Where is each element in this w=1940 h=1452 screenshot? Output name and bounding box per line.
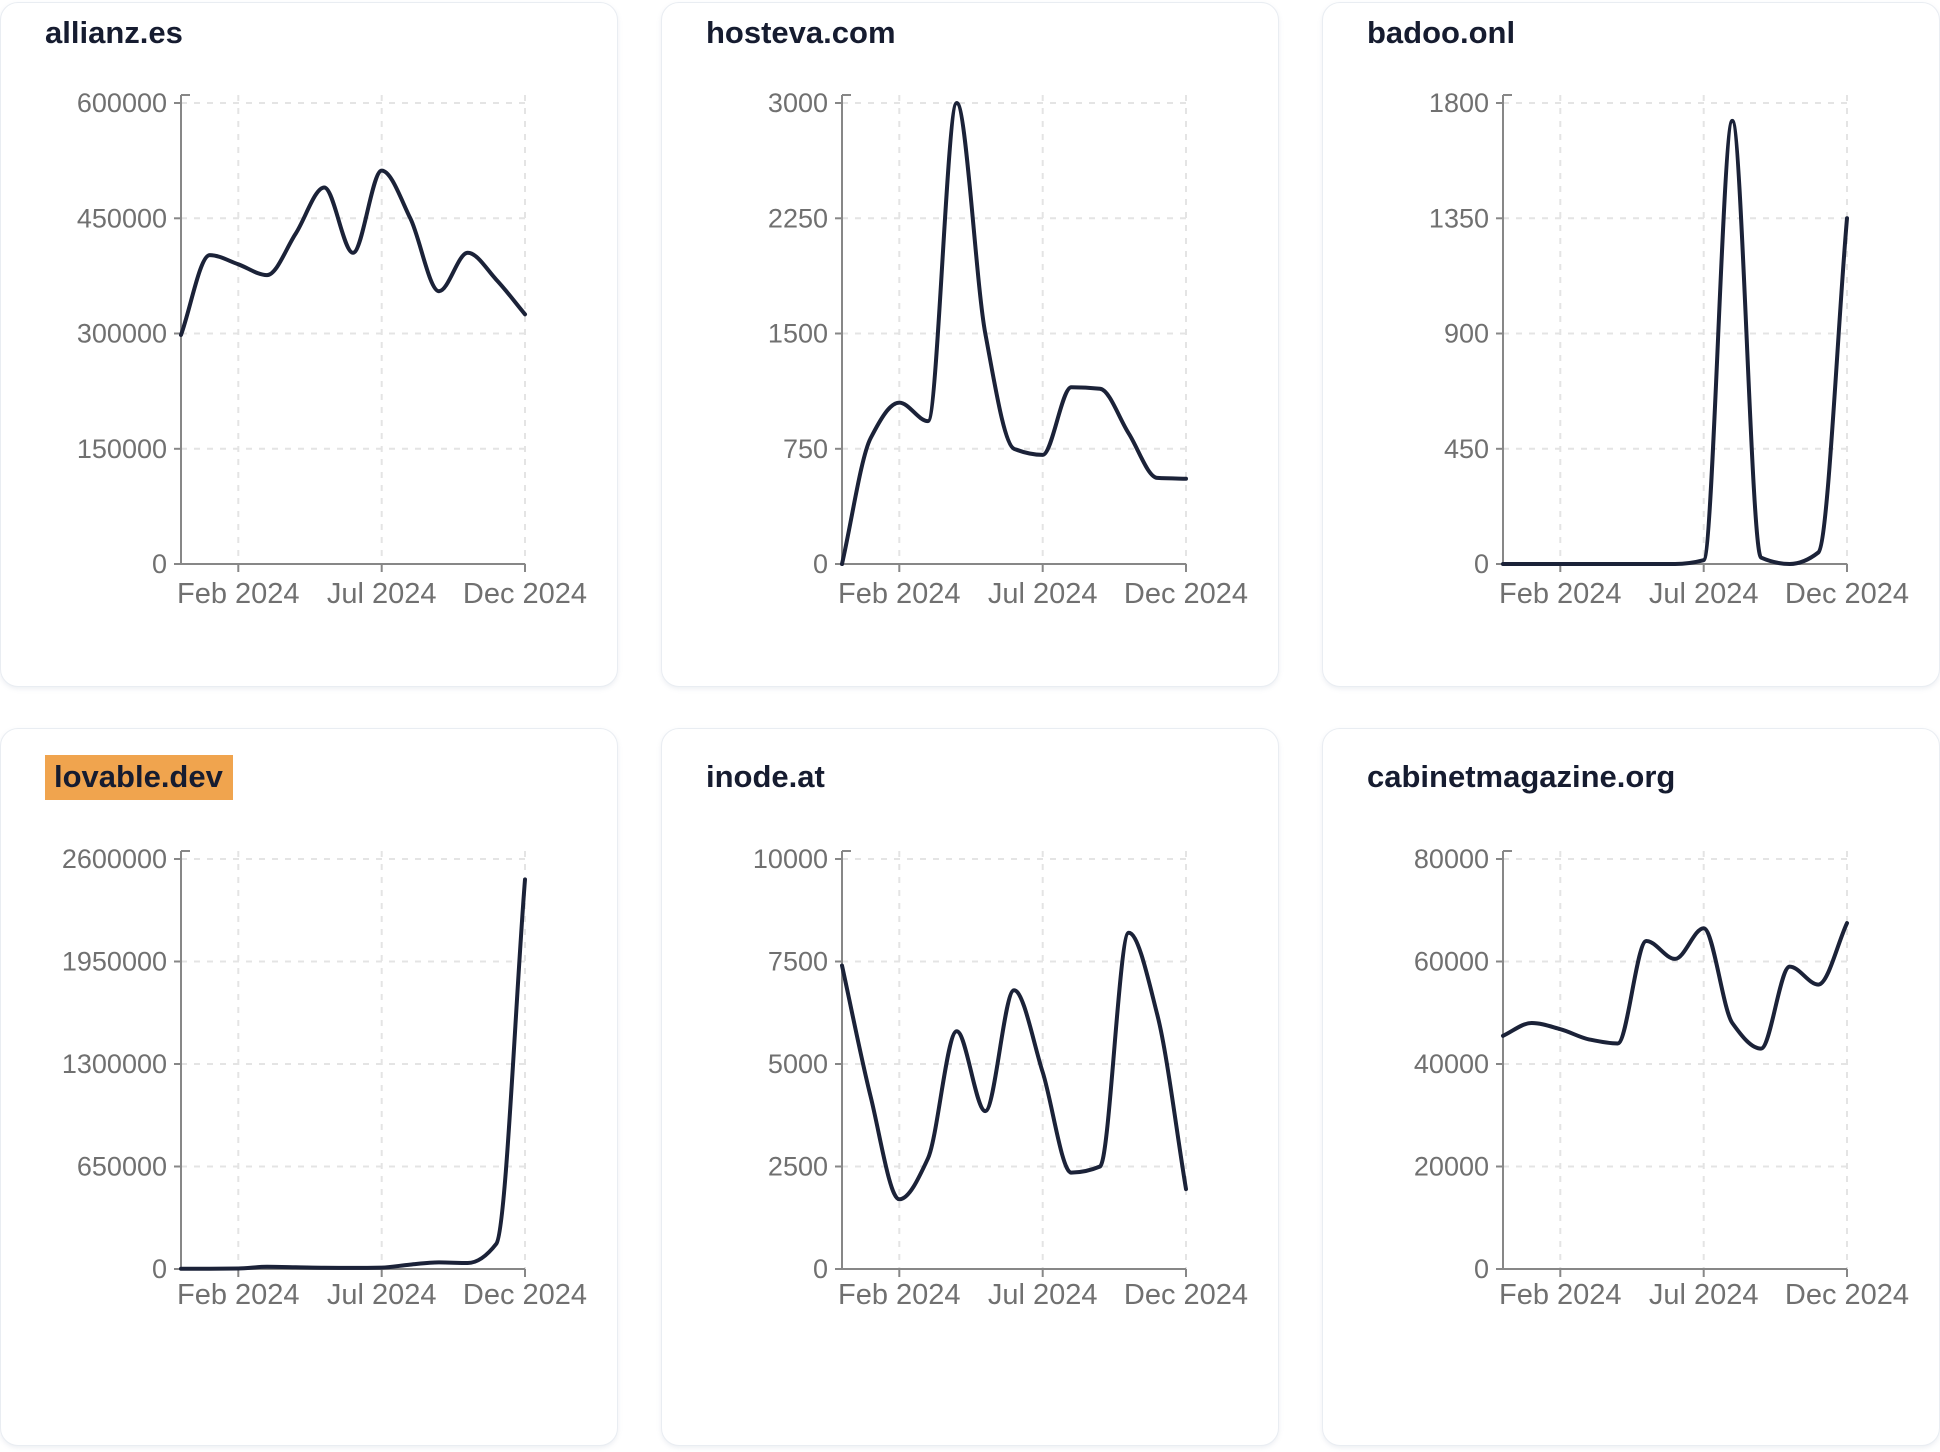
x-tick-label: Dec 2024 xyxy=(463,578,587,610)
y-tick-label: 0 xyxy=(152,1254,167,1284)
chart-card: inode.at 0 2500 5000 7500 10000 Feb 2024 Jul 2… xyxy=(661,728,1279,1446)
y-tick-label: 450 xyxy=(1444,434,1489,464)
chart-title: allianz.es xyxy=(45,15,183,50)
x-tick-label: Feb 2024 xyxy=(177,578,300,610)
y-tick-label: 3000 xyxy=(768,88,828,118)
line-chart: 0 2500 5000 7500 10000 Feb 2024 Jul 2024 Dec 20… xyxy=(753,844,1248,1311)
y-tick-label: 1950000 xyxy=(62,947,167,977)
y-tick-label: 10000 xyxy=(753,844,828,874)
x-tick-label: Dec 2024 xyxy=(1124,578,1248,610)
chart-title: cabinetmagazine.org xyxy=(1367,759,1676,794)
y-tick-label: 2600000 xyxy=(62,844,167,874)
axes xyxy=(1496,850,1848,1277)
x-tick-label: Jul 2024 xyxy=(1649,578,1759,610)
data-line xyxy=(840,101,1188,566)
data-line xyxy=(179,877,527,1271)
chart-card: hosteva.com 0 750 1500 2250 3000 Feb 2024 Jul … xyxy=(661,2,1279,687)
x-tick-label: Jul 2024 xyxy=(327,1279,437,1311)
y-tick-label: 450000 xyxy=(77,203,167,233)
axes xyxy=(835,850,1187,1277)
chart-card-header: lovable.dev xyxy=(1,729,617,803)
grid xyxy=(181,95,526,564)
data-line xyxy=(1501,921,1849,1051)
y-tick-label: 20000 xyxy=(1414,1152,1489,1182)
y-tick-label: 750 xyxy=(783,434,828,464)
y-tick-label: 7500 xyxy=(768,947,828,977)
chart-card-header: badoo.onl xyxy=(1323,3,1939,53)
chart-card: cabinetmagazine.org 0 20000 40000 60000 8000… xyxy=(1322,728,1940,1446)
y-tick-label: 2250 xyxy=(768,203,828,233)
x-tick-label: Dec 2024 xyxy=(1785,1279,1909,1311)
y-tick-label: 0 xyxy=(813,549,828,579)
line-chart: 0 650000 1300000 1950000 2600000 Feb 2024 Jul … xyxy=(62,844,587,1311)
y-tick-label: 2500 xyxy=(768,1152,828,1182)
chart-card: allianz.es 0 150000 300000 450000 600000 Feb … xyxy=(0,2,618,687)
y-tick-label: 150000 xyxy=(77,434,167,464)
x-tick-label: Jul 2024 xyxy=(327,578,437,610)
y-tick-label: 0 xyxy=(813,1254,828,1284)
data-line xyxy=(1501,118,1849,566)
grid xyxy=(842,851,1187,1269)
y-tick-label: 0 xyxy=(1474,549,1489,579)
y-tick-label: 40000 xyxy=(1414,1049,1489,1079)
y-tick-label: 1500 xyxy=(768,319,828,349)
y-tick-label: 600000 xyxy=(77,88,167,118)
chart-title: inode.at xyxy=(706,759,825,794)
y-tick-label: 60000 xyxy=(1414,947,1489,977)
chart-card-header: hosteva.com xyxy=(662,3,1278,53)
y-tick-label: 1350 xyxy=(1429,203,1489,233)
data-line xyxy=(840,930,1188,1202)
x-tick-label: Feb 2024 xyxy=(1499,578,1622,610)
grid xyxy=(181,851,526,1269)
chart-card: lovable.dev 0 650000 1300000 1950000 2600000… xyxy=(0,728,618,1446)
y-tick-label: 0 xyxy=(152,549,167,579)
chart-card-header: allianz.es xyxy=(1,3,617,53)
data-line xyxy=(179,168,527,337)
x-tick-label: Dec 2024 xyxy=(463,1279,587,1311)
y-tick-label: 300000 xyxy=(77,319,167,349)
x-tick-label: Feb 2024 xyxy=(838,1279,961,1311)
y-tick-label: 80000 xyxy=(1414,844,1489,874)
chart-title: badoo.onl xyxy=(1367,15,1516,50)
x-tick-label: Jul 2024 xyxy=(1649,1279,1759,1311)
y-tick-label: 900 xyxy=(1444,319,1489,349)
grid xyxy=(1503,95,1848,564)
grid xyxy=(842,95,1187,564)
y-tick-label: 650000 xyxy=(77,1152,167,1182)
x-tick-label: Jul 2024 xyxy=(988,1279,1098,1311)
chart-title: lovable.dev xyxy=(45,755,233,800)
chart-title: hosteva.com xyxy=(706,15,896,50)
x-tick-label: Jul 2024 xyxy=(988,578,1098,610)
line-chart: 0 150000 300000 450000 600000 Feb 2024 Jul 202… xyxy=(77,88,587,610)
y-tick-label: 1300000 xyxy=(62,1049,167,1079)
x-tick-label: Dec 2024 xyxy=(1124,1279,1248,1311)
chart-card: badoo.onl 0 450 900 1350 1800 Feb 2024 Jul 202… xyxy=(1322,2,1940,687)
x-tick-label: Feb 2024 xyxy=(1499,1279,1622,1311)
x-tick-label: Feb 2024 xyxy=(838,578,961,610)
line-chart: 0 450 900 1350 1800 Feb 2024 Jul 2024 Dec 2024 xyxy=(1429,88,1909,610)
y-tick-label: 0 xyxy=(1474,1254,1489,1284)
x-tick-label: Feb 2024 xyxy=(177,1279,300,1311)
line-chart: 0 20000 40000 60000 80000 Feb 2024 Jul 2024 Dec… xyxy=(1414,844,1909,1311)
line-chart: 0 750 1500 2250 3000 Feb 2024 Jul 2024 Dec 2024 xyxy=(768,88,1248,610)
chart-card-header: cabinetmagazine.org xyxy=(1323,729,1939,803)
x-tick-label: Dec 2024 xyxy=(1785,578,1909,610)
chart-card-header: inode.at xyxy=(662,729,1278,803)
grid xyxy=(1503,851,1848,1269)
y-tick-label: 5000 xyxy=(768,1049,828,1079)
y-tick-label: 1800 xyxy=(1429,88,1489,118)
